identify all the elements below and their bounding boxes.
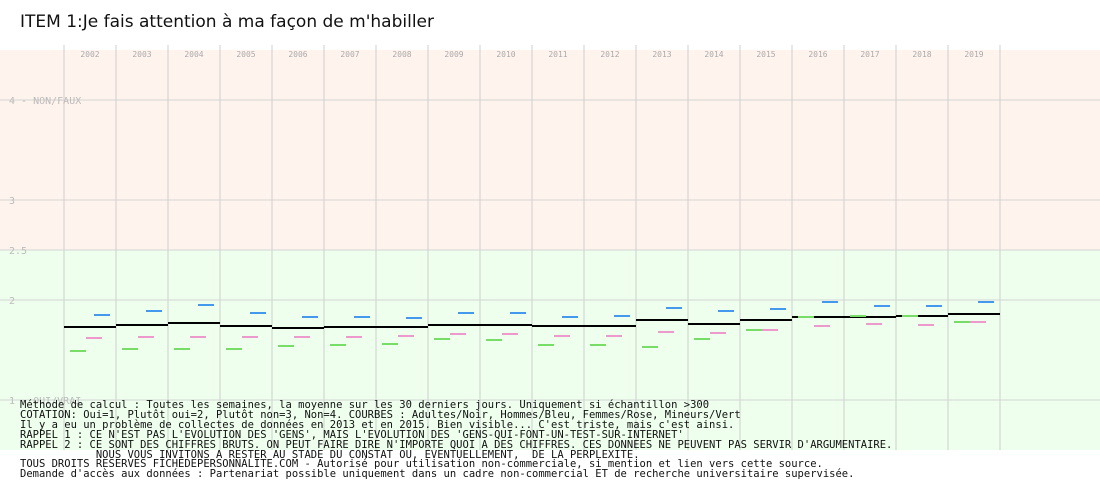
background-band <box>0 50 1100 250</box>
note-line: RAPPEL 1 : CE N'EST PAS L'EVOLUTION DES … <box>20 428 684 441</box>
x-tick-label: 2005 <box>236 50 255 59</box>
x-tick-label: 2012 <box>600 50 619 59</box>
note-line: Méthode de calcul : Toutes les semaines,… <box>20 399 710 411</box>
note-line: TOUS DROITS RESERVES FICHEDEPERSONNALITE… <box>20 458 823 471</box>
x-tick-label: 2011 <box>548 50 567 59</box>
x-tick-label: 2014 <box>704 50 723 59</box>
x-tick-label: 2002 <box>80 50 99 59</box>
x-tick-label: 2006 <box>288 50 307 59</box>
note-line: COTATION: Oui=1, Plutôt oui=2, Plutôt no… <box>20 408 741 421</box>
x-tick-label: 2007 <box>340 50 359 59</box>
y-tick-label: 1 - OUI/VRAI <box>9 396 81 407</box>
chart-title: ITEM 1:Je fais attention à ma façon de m… <box>20 12 434 32</box>
note-line: Il y a eu un problème de collectes de do… <box>20 418 735 431</box>
x-tick-label: 2003 <box>132 50 151 59</box>
x-tick-label: 2018 <box>912 50 931 59</box>
note-line: RAPPEL 2 : CE SONT DES CHIFFRES BRUTS. O… <box>20 438 893 451</box>
notes-block: Méthode de calcul : Toutes les semaines,… <box>20 399 893 481</box>
note-line: Demande d'accès aux données : Partenaria… <box>20 468 855 481</box>
y-tick-label: 3 <box>9 196 15 207</box>
x-tick-label: 2010 <box>496 50 515 59</box>
x-tick-label: 2004 <box>184 50 203 59</box>
x-tick-label: 2009 <box>444 50 463 59</box>
note-line: NOUS VOUS INVITONS A RESTER AU STADE DU … <box>20 448 640 461</box>
x-tick-label: 2015 <box>756 50 775 59</box>
y-tick-label: 2 <box>9 296 15 307</box>
y-tick-label: 2.5 <box>9 246 27 257</box>
x-tick-label: 2016 <box>808 50 827 59</box>
x-tick-label: 2019 <box>964 50 983 59</box>
x-tick-label: 2008 <box>392 50 411 59</box>
x-tick-label: 2013 <box>652 50 671 59</box>
x-tick-label: 2017 <box>860 50 879 59</box>
y-tick-label: 4 - NON/FAUX <box>9 96 81 107</box>
